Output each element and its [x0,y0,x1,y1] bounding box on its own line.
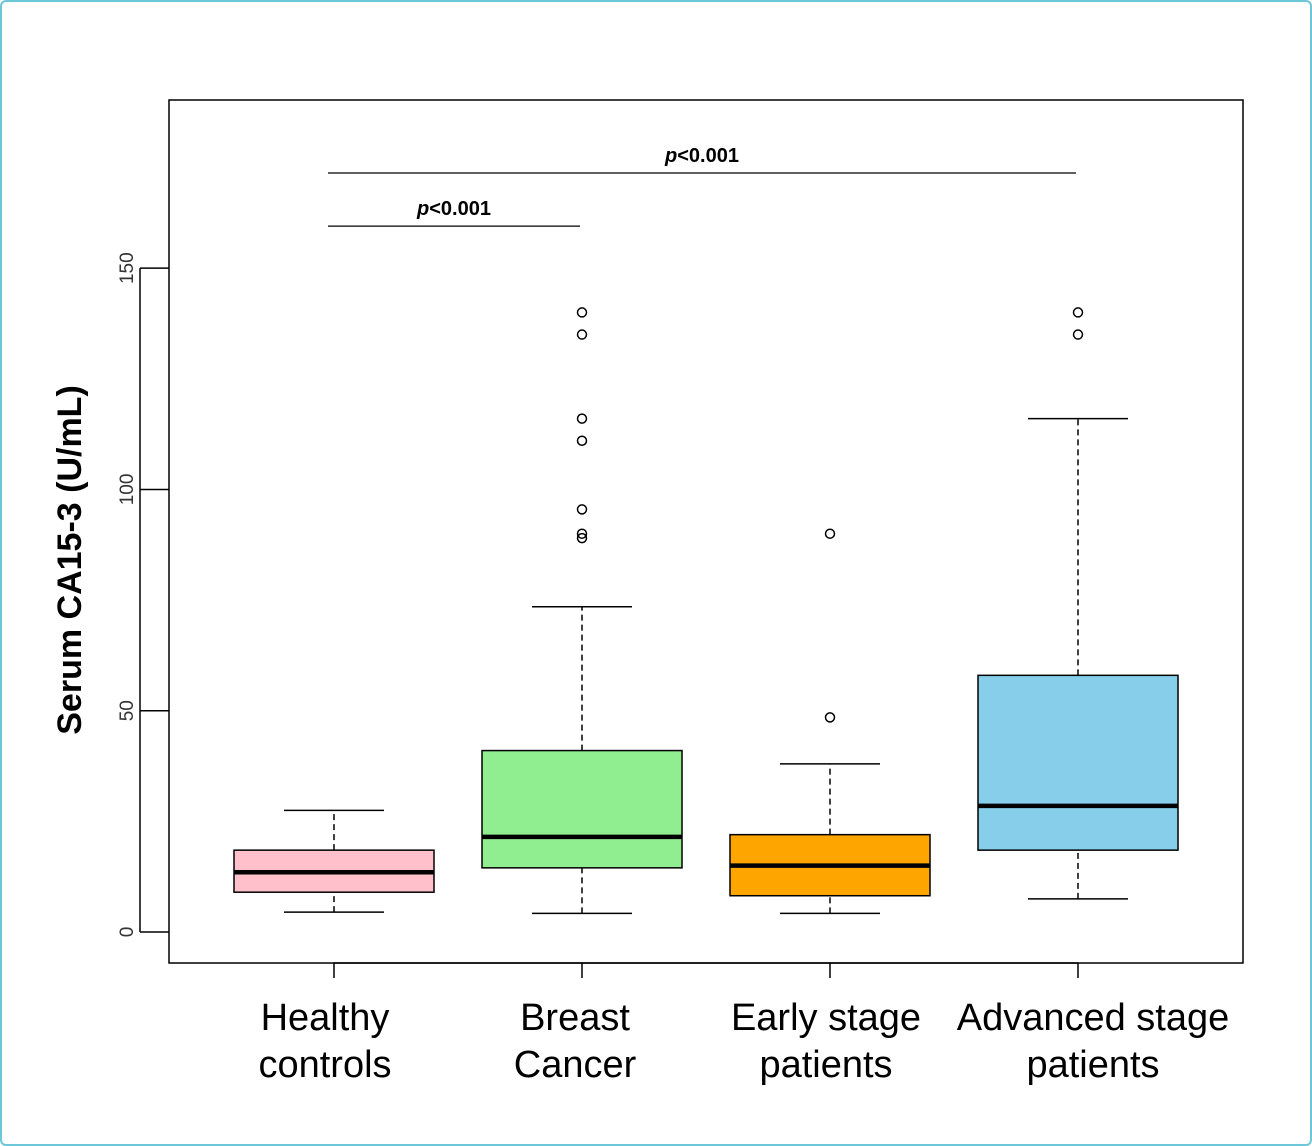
outlier-point [576,307,588,318]
y-axis-label: Serum CA15-3 (U/mL) [51,385,89,735]
outlier-point [1072,329,1084,340]
p-value: <0.001 [429,198,491,220]
boxes-layer [233,307,1179,915]
outlier-point [576,329,588,340]
x-tick-label: Breast [520,997,630,1039]
y-tick-label: 50 [117,700,138,721]
x-tick-label: Healthy [261,997,390,1039]
y-tick-label: 0 [117,927,138,938]
box-iqr [481,749,683,869]
outlier-point [576,413,588,424]
x-tick-label: Cancer [514,1044,637,1086]
outlier-point [1072,307,1084,318]
x-tick-label: patients [759,1044,892,1086]
x-tick-label: patients [1026,1044,1159,1086]
p-value-label: p<0.001 [664,145,739,167]
box-iqr [977,674,1179,851]
box-group [729,528,931,915]
outlier-point [824,712,836,723]
outlier-point [824,528,836,539]
outlier-point [576,504,588,515]
outlier-point [576,528,588,539]
p-symbol: p [416,198,429,220]
x-axis: Healthy controls Breast Cancer Early stage pa… [258,962,1230,1086]
y-axis: 0 50 100 150 [117,252,169,937]
x-tick-label: Early stage [731,997,921,1039]
outlier-point [576,435,588,447]
y-tick-label: 100 [117,474,138,506]
p-value-label: p<0.001 [416,198,491,220]
box-group [977,307,1179,900]
p-value: <0.001 [677,145,739,167]
outlier-point [576,532,588,544]
x-tick-label: controls [258,1044,391,1086]
y-tick-label: 150 [117,252,138,284]
x-tick-label: Advanced stage [957,997,1230,1039]
box-group [481,307,683,915]
p-symbol: p [664,145,677,167]
box-group [233,809,435,913]
